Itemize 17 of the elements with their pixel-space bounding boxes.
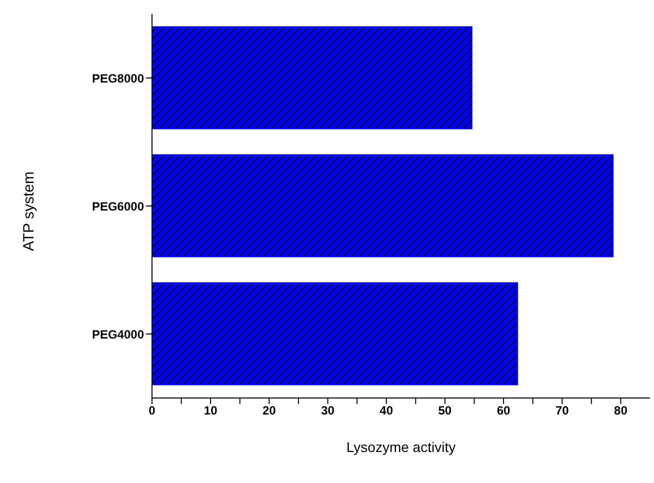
x-tick-label: 20: [262, 404, 276, 418]
x-tick-label: 70: [555, 404, 570, 418]
bar: [152, 282, 518, 386]
x-axis-title: Lysozyme activity: [346, 439, 456, 455]
x-tick-label: 30: [321, 404, 335, 418]
x-tick-label: 40: [380, 404, 394, 418]
x-tick-label: 60: [496, 404, 511, 418]
bar: [152, 154, 614, 258]
bar: [152, 26, 472, 130]
x-tick-label: 10: [204, 404, 218, 418]
x-tick-label: 50: [438, 404, 452, 418]
y-axis-title: ATP system: [20, 172, 38, 251]
y-tick-label: PEG6000: [92, 199, 144, 214]
x-tick-label: 0: [148, 404, 156, 418]
y-tick-label: PEG8000: [92, 71, 144, 86]
y-tick-label: PEG4000: [92, 327, 144, 342]
x-tick-label: 80: [614, 404, 628, 418]
